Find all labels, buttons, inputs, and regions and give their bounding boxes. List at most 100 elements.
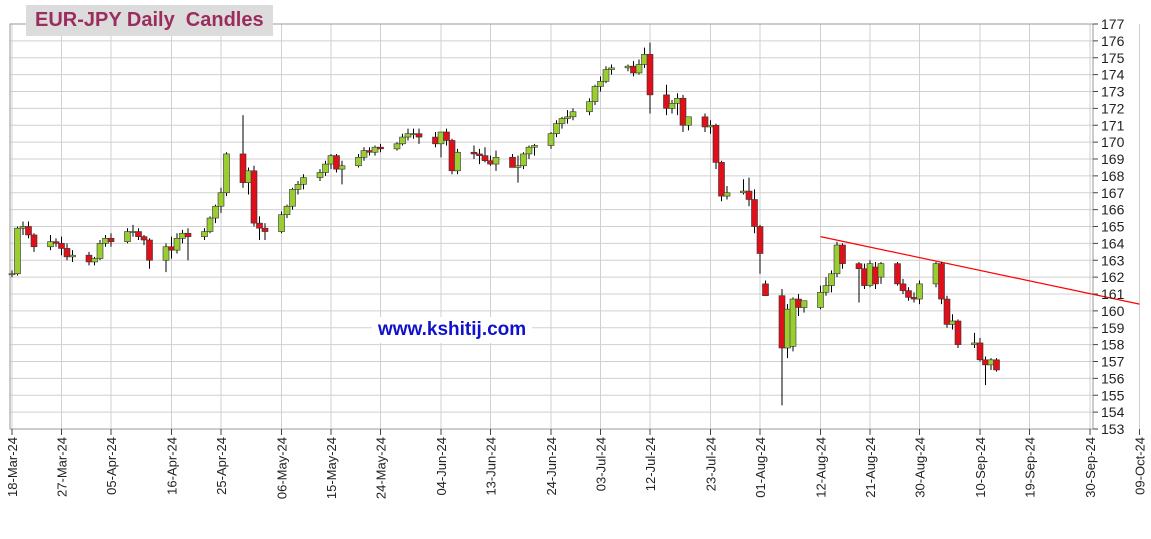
candle xyxy=(19,221,27,235)
y-tick-label: 162 xyxy=(1101,269,1125,285)
x-tick-label: 13-Jun-24 xyxy=(484,437,499,496)
candles xyxy=(8,42,1000,406)
candle xyxy=(52,238,60,247)
candle-body-up xyxy=(624,65,632,69)
candle-body-up xyxy=(355,157,362,167)
candle-body-up xyxy=(569,111,577,118)
candle xyxy=(597,76,604,92)
candle xyxy=(294,180,302,195)
candle xyxy=(140,234,148,246)
candle-body-down xyxy=(140,236,148,241)
candle xyxy=(663,84,670,116)
candle-body-down xyxy=(448,140,456,172)
candle xyxy=(828,270,835,293)
candle xyxy=(514,155,522,183)
candle-body-down xyxy=(756,226,764,254)
y-tick-label: 160 xyxy=(1101,303,1125,319)
candle xyxy=(443,128,450,146)
candle-body-up xyxy=(668,103,676,109)
x-tick-label: 09-Oct-24 xyxy=(1133,437,1148,495)
candle xyxy=(899,278,907,294)
candle-body-down xyxy=(778,295,786,349)
candle-body-down xyxy=(487,160,494,165)
candle-body-up xyxy=(514,165,522,168)
candle xyxy=(212,204,219,224)
candle-body-up xyxy=(91,258,98,263)
candle xyxy=(492,150,500,171)
candle xyxy=(679,94,687,132)
candle-body-up xyxy=(987,359,995,366)
candle-body-down xyxy=(63,248,71,258)
y-tick-label: 153 xyxy=(1101,421,1125,437)
trendline-layer xyxy=(820,236,1140,305)
candle xyxy=(641,47,648,68)
candle xyxy=(822,277,830,296)
candle-body-up xyxy=(96,243,104,259)
candle-body-up xyxy=(685,116,692,126)
candle-body-up xyxy=(399,136,406,145)
candle-body-up xyxy=(371,146,379,153)
candle-body-up xyxy=(492,157,500,165)
x-tick-label: 24-May-24 xyxy=(374,437,389,499)
candle xyxy=(916,280,923,305)
candle xyxy=(8,270,16,278)
candle xyxy=(602,66,610,84)
candle-body-down xyxy=(976,342,984,361)
candle xyxy=(63,243,71,261)
candle xyxy=(377,143,384,153)
y-tick-label: 170 xyxy=(1101,134,1125,150)
candle-body-up xyxy=(800,300,808,308)
candle-body-up xyxy=(289,189,296,207)
candle-body-up xyxy=(14,227,21,275)
candle xyxy=(245,167,252,195)
candle xyxy=(800,300,808,313)
x-tick-label: 03-Jul-24 xyxy=(594,437,609,491)
candle xyxy=(987,358,995,370)
candle-body-down xyxy=(712,124,720,163)
candle xyxy=(564,110,571,124)
candle xyxy=(360,147,368,161)
candle xyxy=(943,295,951,328)
candle-body-up xyxy=(586,101,593,113)
x-tick-label: 04-Jun-24 xyxy=(434,437,449,496)
candle-body-up xyxy=(360,150,368,158)
x-tick-label: 06-May-24 xyxy=(275,437,290,499)
candle xyxy=(399,133,406,146)
candle-body-up xyxy=(553,123,560,134)
candle-body-up xyxy=(338,165,346,170)
y-tick-label: 161 xyxy=(1101,286,1125,302)
candle xyxy=(476,148,483,165)
candle xyxy=(949,314,956,330)
candle-body-up xyxy=(129,231,137,233)
candle xyxy=(135,228,142,240)
candle-body-down xyxy=(432,136,439,145)
candle xyxy=(624,64,632,72)
candle xyxy=(976,337,984,362)
candle-body-up xyxy=(833,244,841,275)
candle xyxy=(701,113,709,132)
candle-body-up xyxy=(102,238,109,244)
candle xyxy=(685,116,692,131)
candle xyxy=(366,147,373,156)
candle xyxy=(322,160,329,176)
candle-body-up xyxy=(454,151,461,172)
candle-body-up xyxy=(245,170,252,183)
candle xyxy=(762,280,769,296)
candle xyxy=(168,236,175,259)
candle xyxy=(905,287,912,301)
candle xyxy=(162,243,170,273)
candle xyxy=(591,84,599,105)
candle-body-up xyxy=(300,177,307,185)
candle xyxy=(410,128,417,139)
candle-body-down xyxy=(679,97,687,126)
candle xyxy=(558,116,566,129)
candle xyxy=(404,128,412,141)
candle xyxy=(481,147,489,163)
candle xyxy=(982,356,989,386)
candle xyxy=(509,153,516,168)
x-tick-label: 30-Aug-24 xyxy=(913,437,928,498)
candle xyxy=(30,233,38,252)
candle-body-up xyxy=(124,231,131,242)
candle-body-down xyxy=(135,231,142,237)
